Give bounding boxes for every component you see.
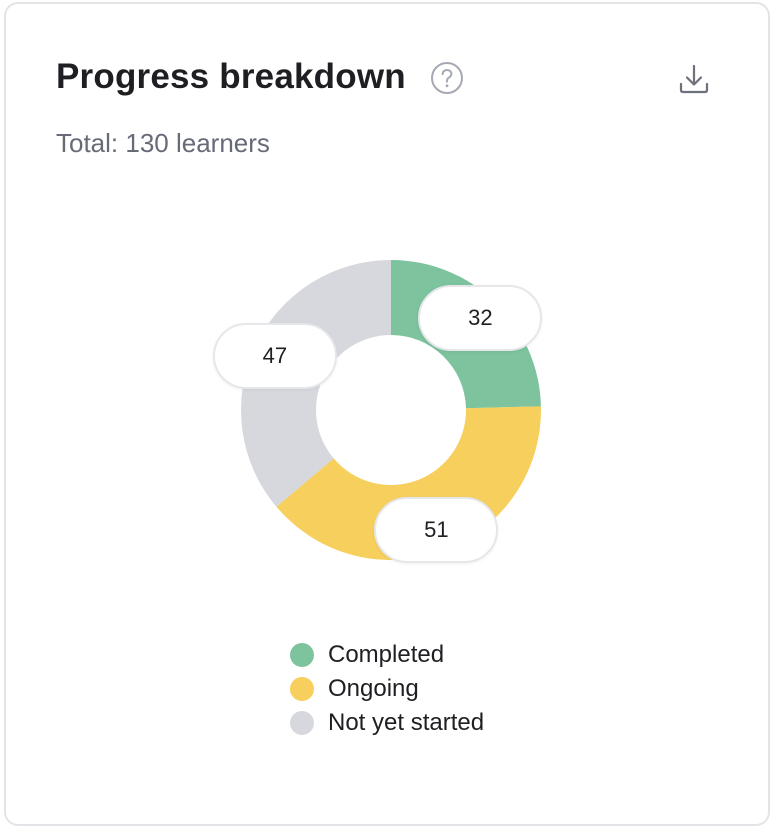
question-circle-icon[interactable] [430,61,464,95]
slice-value-label: 32 [418,285,543,352]
legend-swatch [290,711,314,735]
slice-value-label: 47 [212,323,337,390]
legend-label: Not yet started [328,709,485,736]
card-title: Progress breakdown [56,57,406,96]
legend-label: Completed [328,641,445,668]
legend-label: Ongoing [328,675,419,702]
legend-item[interactable]: Not yet started [290,706,484,740]
slice-value-label: 51 [374,496,499,563]
legend-item[interactable]: Ongoing [290,672,484,706]
progress-breakdown-card: Progress breakdown Total: 130 learners 3… [4,2,770,826]
legend-item[interactable]: Completed [290,638,484,672]
chart-legend: Completed Ongoing Not yet started [290,638,484,740]
download-icon[interactable] [674,60,714,100]
legend-swatch [290,643,314,667]
legend-swatch [290,677,314,701]
total-learners: Total: 130 learners [56,128,270,158]
